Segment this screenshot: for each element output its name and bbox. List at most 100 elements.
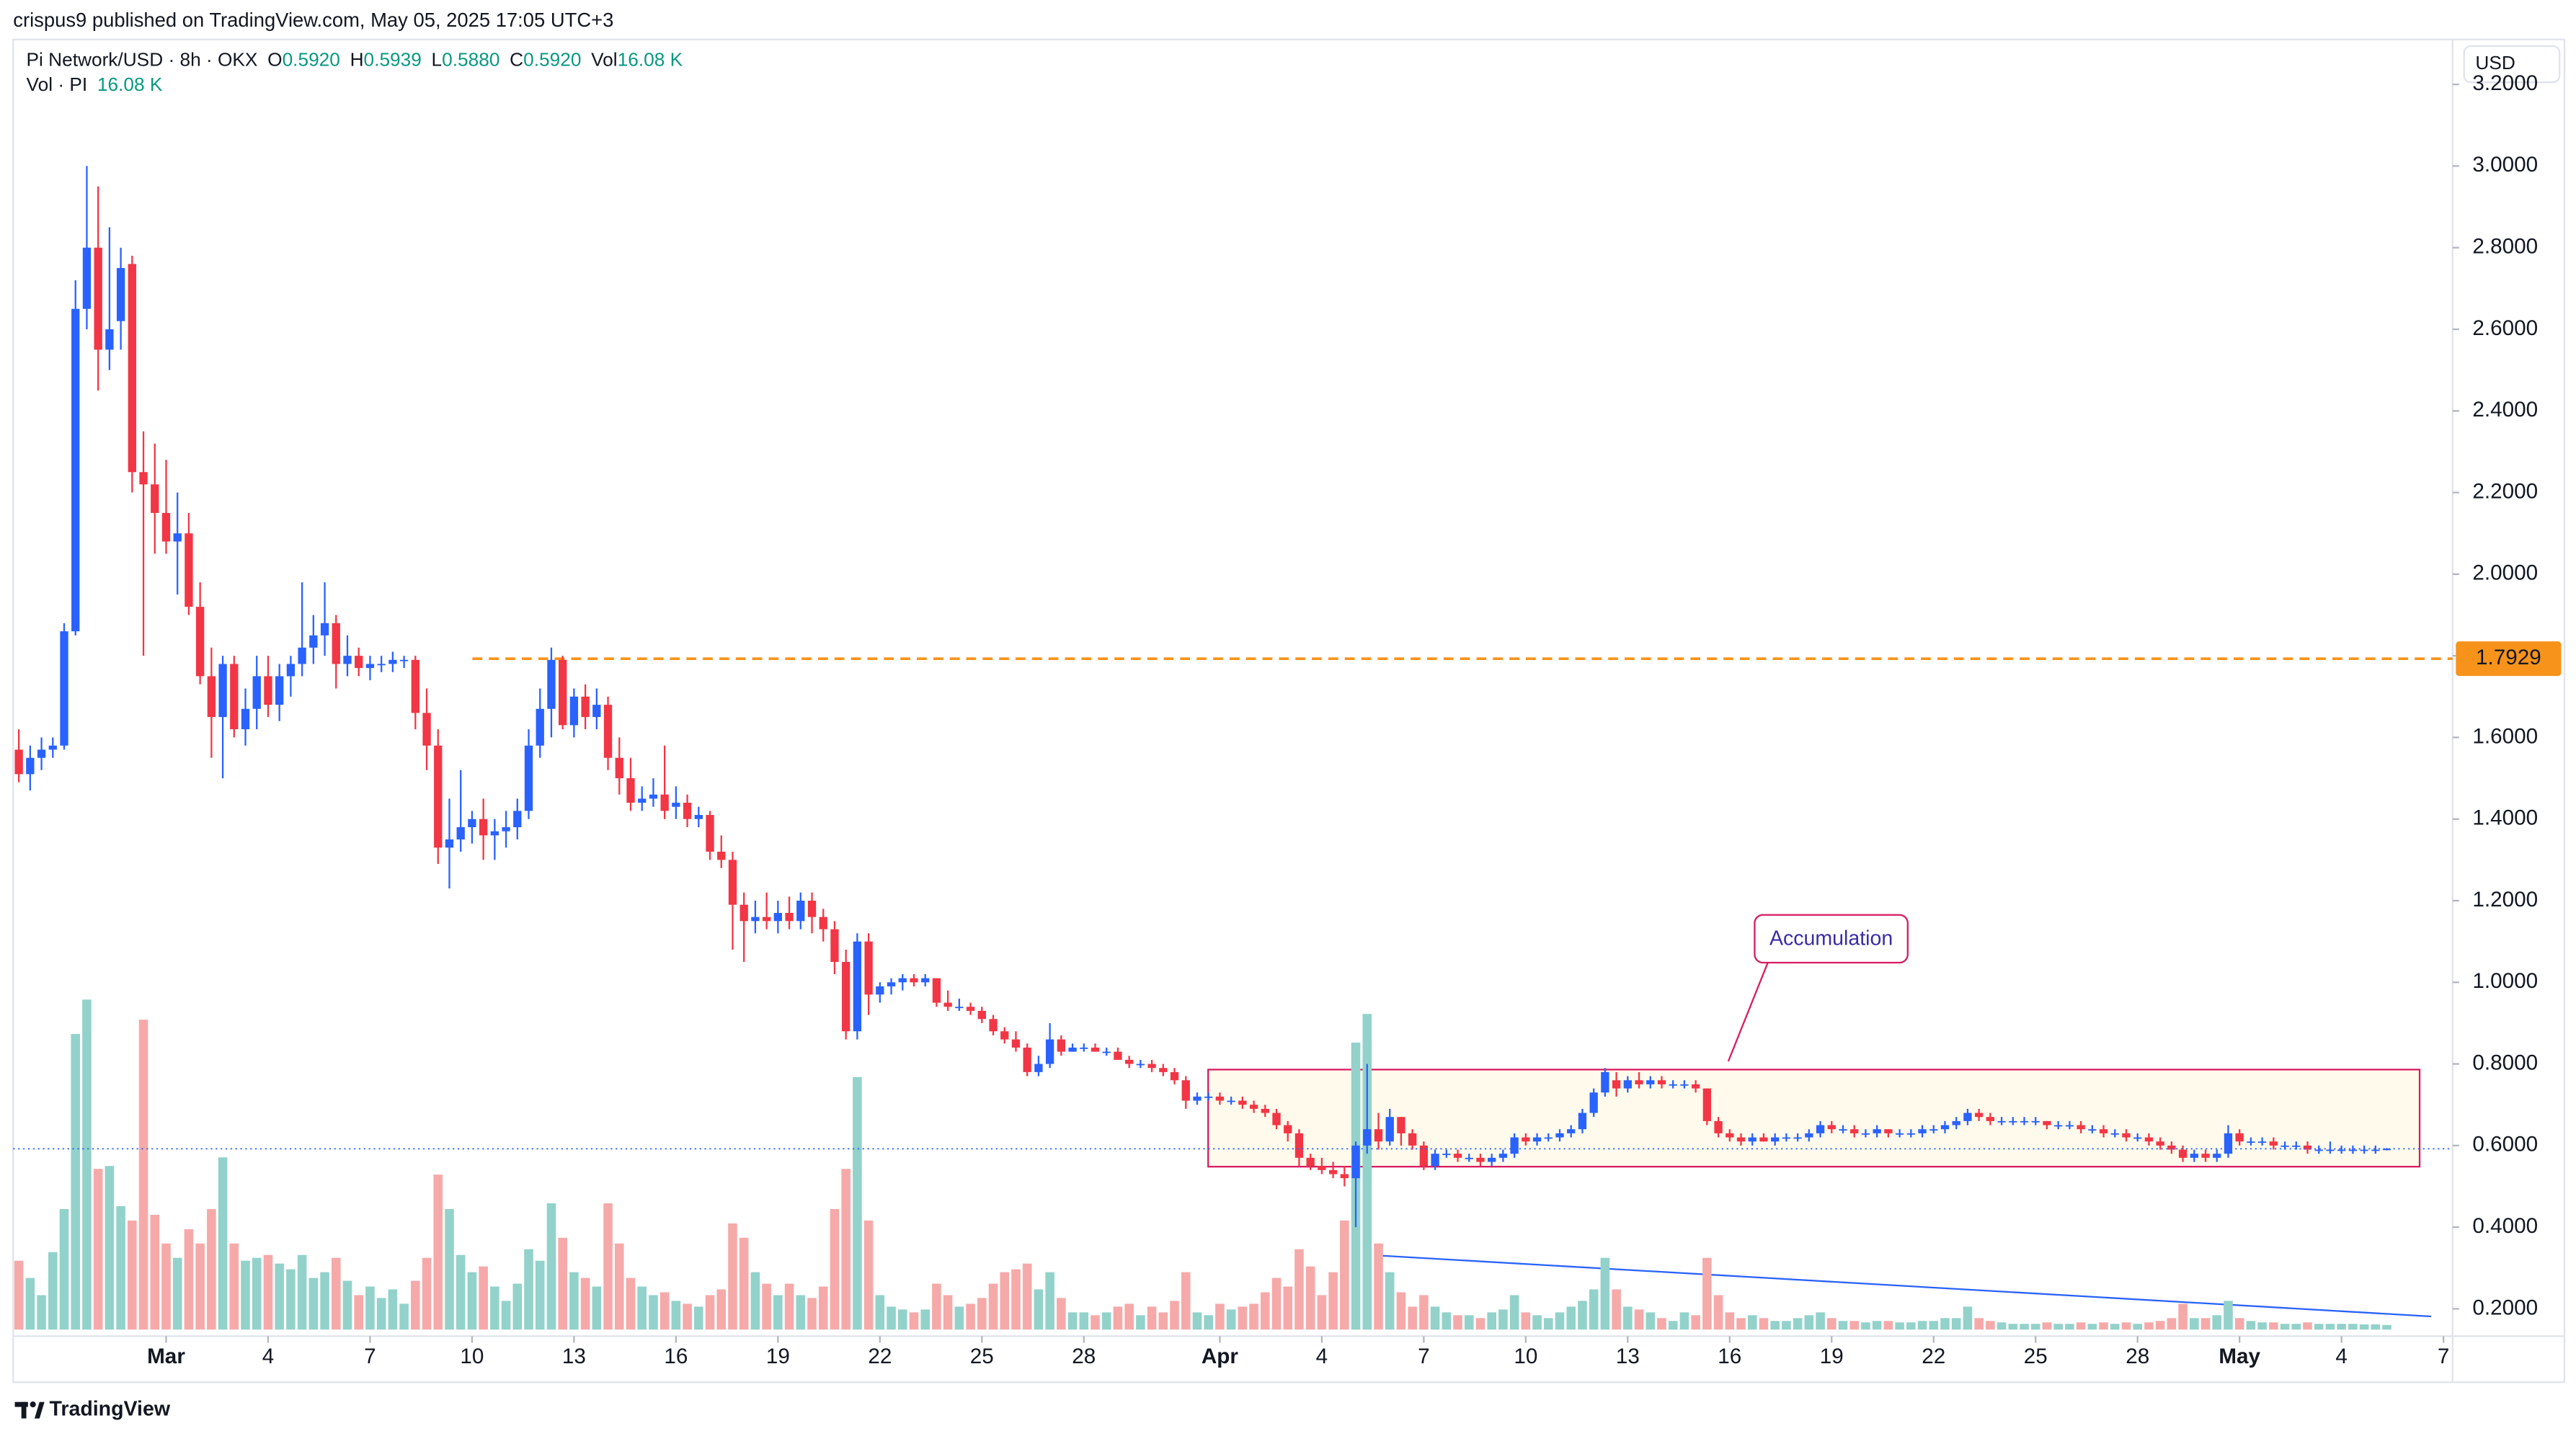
volume-bar: [2303, 1322, 2312, 1330]
volume-bar: [297, 1254, 307, 1330]
x-tick-label: 19: [766, 1345, 790, 1368]
legend-title: Pi Network/USD · 8h · OKX: [27, 48, 258, 70]
candle-body: [1284, 1125, 1292, 1133]
currency: USD: [2475, 52, 2515, 73]
volume-bar: [1849, 1321, 1860, 1330]
candle-body: [569, 696, 579, 726]
candle-body: [1884, 1129, 1893, 1133]
volume-bar: [954, 1306, 964, 1330]
volume-bar: [2325, 1324, 2335, 1330]
candle-body: [1805, 1133, 1813, 1138]
volume-bar: [48, 1252, 58, 1330]
candle-body: [185, 533, 193, 607]
candle-body: [1963, 1113, 1972, 1121]
volume-legend-label: Vol · PI: [27, 73, 88, 95]
volume-bar: [1747, 1315, 1757, 1330]
volume-bar: [535, 1260, 545, 1330]
candle-body: [638, 798, 647, 803]
volume-bar: [1816, 1312, 1825, 1330]
x-tick-label: 10: [1514, 1345, 1537, 1368]
volume-bar: [1408, 1306, 1417, 1330]
logo-slash: [34, 1401, 45, 1419]
volume-bar: [1544, 1318, 1553, 1330]
volume-bar: [1034, 1289, 1044, 1330]
candle-body: [286, 664, 296, 677]
candle-body: [230, 664, 239, 730]
volume-bar: [150, 1214, 160, 1330]
volume-bar: [184, 1229, 194, 1330]
volume-bar: [863, 1220, 874, 1330]
volume-bar: [1374, 1243, 1383, 1330]
volume-bar: [1022, 1263, 1032, 1330]
volume-bar: [716, 1289, 727, 1330]
x-tick-label: 28: [1072, 1345, 1096, 1368]
y-tick-label: 0.4000: [2472, 1214, 2538, 1238]
volume-bar: [750, 1272, 760, 1330]
candle-body: [2099, 1129, 2108, 1133]
volume-bar: [1271, 1278, 1282, 1330]
candle-body: [411, 659, 419, 713]
volume-bar: [762, 1283, 771, 1330]
candle-body: [1431, 1154, 1439, 1167]
volume-bar: [1000, 1272, 1010, 1330]
candle-body: [502, 827, 510, 832]
volume-bar: [2337, 1324, 2346, 1330]
candle-body: [2303, 1145, 2312, 1150]
volume-bar: [1555, 1312, 1565, 1330]
candle-body: [2371, 1149, 2380, 1151]
volume-bar: [705, 1295, 715, 1330]
volume-bar: [2224, 1301, 2233, 1330]
volume-bar: [1782, 1321, 1791, 1330]
volume-bar: [1509, 1295, 1519, 1330]
candle-body: [434, 745, 443, 848]
candle-body: [1318, 1166, 1326, 1170]
volume-bar: [1101, 1312, 1111, 1330]
volume-bar: [433, 1174, 443, 1330]
candle-body: [694, 815, 703, 819]
candle-body: [1091, 1047, 1100, 1052]
candle-body: [1125, 1059, 1134, 1064]
volume-bar: [1645, 1312, 1656, 1330]
volume-bar: [467, 1272, 477, 1330]
volume-bar: [229, 1243, 239, 1330]
y-tick-label: 2.8000: [2472, 235, 2538, 259]
volume-bar: [2291, 1324, 2301, 1330]
volume-bar: [1895, 1322, 1904, 1330]
candle-body: [1906, 1133, 1915, 1135]
volume-bar: [1951, 1318, 1961, 1330]
volume-bar: [649, 1295, 658, 1330]
brand-logo: [14, 1401, 45, 1419]
candle-body: [1374, 1129, 1383, 1142]
candle-body: [2314, 1149, 2323, 1151]
candle-body: [2257, 1141, 2267, 1144]
volume-bar: [1793, 1318, 1803, 1330]
candle-body: [128, 264, 136, 473]
candle-body: [1555, 1133, 1564, 1138]
volume-bar: [1963, 1306, 1973, 1330]
volume-legend: Vol · PI 16.08 K: [27, 73, 163, 95]
candle-body: [796, 900, 805, 922]
y-tick-label: 2.4000: [2472, 398, 2538, 422]
candle-body: [1952, 1120, 1960, 1125]
volume-bar: [161, 1243, 171, 1330]
candle-body: [807, 900, 817, 917]
candle-body: [14, 749, 23, 775]
volume-bar: [807, 1298, 817, 1330]
volume-bar: [195, 1243, 205, 1330]
volume-bar: [376, 1298, 386, 1330]
volume-bar: [93, 1169, 103, 1330]
candle-body: [2156, 1141, 2164, 1146]
volume-bar: [2167, 1318, 2177, 1330]
volume-bar: [2314, 1324, 2324, 1330]
candle-body: [195, 607, 205, 677]
candle-body: [989, 1019, 998, 1032]
volume-bar: [2382, 1324, 2391, 1330]
volume-bar: [796, 1295, 806, 1330]
volume-bar: [2348, 1324, 2358, 1330]
candle-body: [1759, 1137, 1768, 1142]
candle-body: [355, 656, 363, 669]
candle-body: [105, 329, 114, 350]
volume-bar: [909, 1312, 919, 1330]
volume-bar: [1589, 1289, 1599, 1330]
candle-body: [1974, 1113, 1984, 1118]
